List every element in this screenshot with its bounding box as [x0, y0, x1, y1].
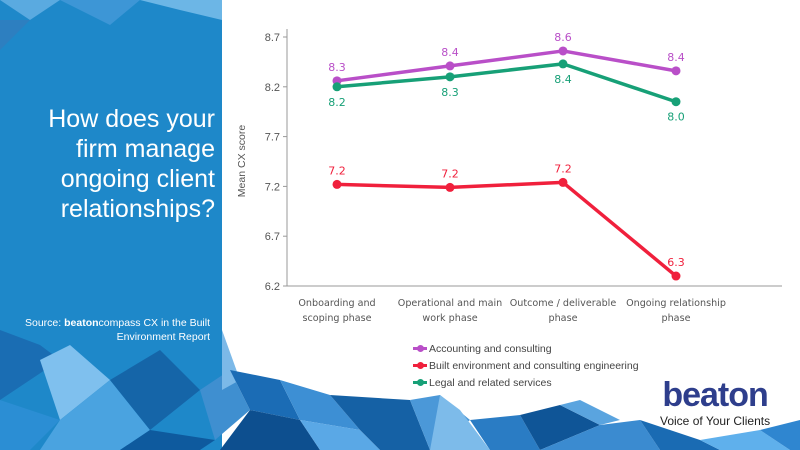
data-point — [445, 182, 455, 192]
y-ticks: 6.2 6.7 7.2 7.7 8.2 8.7 — [265, 32, 287, 293]
data-label: 8.4 — [441, 46, 459, 59]
x-tick-label-line: scoping phase — [302, 313, 371, 324]
data-label: 8.6 — [554, 31, 572, 44]
y-tick-label: 7.7 — [265, 132, 280, 144]
data-point — [558, 177, 568, 187]
y-tick-label: 6.7 — [265, 231, 280, 243]
y-tick-label: 8.2 — [265, 82, 280, 94]
data-point — [671, 271, 681, 281]
x-tick-label-line: phase — [662, 313, 691, 324]
data-label: 8.0 — [667, 111, 685, 124]
data-point — [445, 72, 455, 82]
series-legal-and-related-services: 8.2 8.3 8.4 8.0 — [328, 59, 685, 124]
series-group: 8.3 8.4 8.6 8.4 7.2 7.2 7.2 6.3 8.2 8.3 8.4 8.0 — [328, 31, 685, 281]
legend-label: Legal and related services — [429, 376, 552, 389]
source-prefix: Source: — [25, 317, 65, 329]
data-point — [671, 66, 681, 76]
data-label: 7.2 — [554, 162, 572, 175]
legend-label: Built environment and consulting enginee… — [429, 359, 639, 372]
series-line — [336, 49, 677, 83]
logo-tagline: Voice of Your Clients — [660, 414, 771, 428]
axes — [286, 29, 782, 287]
data-point — [671, 97, 681, 107]
data-point — [332, 82, 342, 92]
series-line — [336, 180, 678, 278]
data-label: 8.2 — [328, 96, 346, 109]
data-label: 8.4 — [667, 51, 685, 64]
x-tick-label-line: Onboarding and — [298, 298, 375, 309]
x-tick-label-line: Operational and main — [398, 298, 502, 309]
legend-swatch — [413, 379, 427, 386]
legend-item: Built environment and consulting enginee… — [413, 357, 639, 374]
x-tick-labels: Onboarding and scoping phase Operational a… — [298, 298, 726, 324]
data-point — [558, 59, 568, 69]
legend: Accounting and consulting Built environme… — [413, 340, 639, 391]
data-point — [558, 46, 568, 56]
legend-item: Accounting and consulting — [413, 340, 639, 357]
x-tick-label: Outcome / deliverable phase — [510, 298, 617, 324]
beaton-logo: beaton Voice of Your Clients — [660, 378, 770, 428]
x-tick-label: Ongoing relationship phase — [626, 298, 726, 324]
logo-word: beaton — [662, 376, 768, 414]
x-tick-label: Operational and main work phase — [398, 298, 502, 324]
legend-item: Legal and related services — [413, 374, 639, 391]
data-label: 8.3 — [441, 86, 459, 99]
data-point — [445, 61, 455, 71]
data-label: 8.4 — [554, 73, 572, 86]
y-tick-label: 6.2 — [265, 281, 280, 293]
x-tick-label-line: Ongoing relationship — [626, 298, 726, 309]
x-tick-label-line: Outcome / deliverable — [510, 298, 617, 309]
data-point — [332, 179, 342, 189]
x-tick-label-line: work phase — [422, 313, 477, 324]
x-tick-label-line: phase — [549, 313, 578, 324]
legend-swatch — [413, 362, 427, 369]
series-built-environment-and-consulting-engineering: 7.2 7.2 7.2 6.3 — [328, 162, 685, 281]
y-tick-label: 8.7 — [265, 32, 280, 44]
legend-swatch — [413, 345, 427, 352]
legend-label: Accounting and consulting — [429, 342, 552, 355]
data-label: 8.3 — [328, 61, 346, 74]
series-accounting-and-consulting: 8.3 8.4 8.6 8.4 — [328, 31, 685, 86]
data-label: 6.3 — [667, 256, 685, 269]
y-axis-label: Mean CX score — [236, 125, 248, 198]
source-rest: compass CX in the Built Environment Repo… — [98, 317, 210, 343]
data-label: 7.2 — [441, 167, 459, 180]
data-label: 7.2 — [328, 164, 346, 177]
slide-title: How does your firm manage ongoing client… — [48, 105, 215, 223]
x-tick-label: Onboarding and scoping phase — [298, 298, 375, 324]
series-line — [336, 62, 677, 104]
source-brand: beaton — [64, 317, 99, 329]
source-note: Source: beatoncompass CX in the Built En… — [10, 316, 210, 344]
y-tick-label: 7.2 — [265, 181, 280, 193]
